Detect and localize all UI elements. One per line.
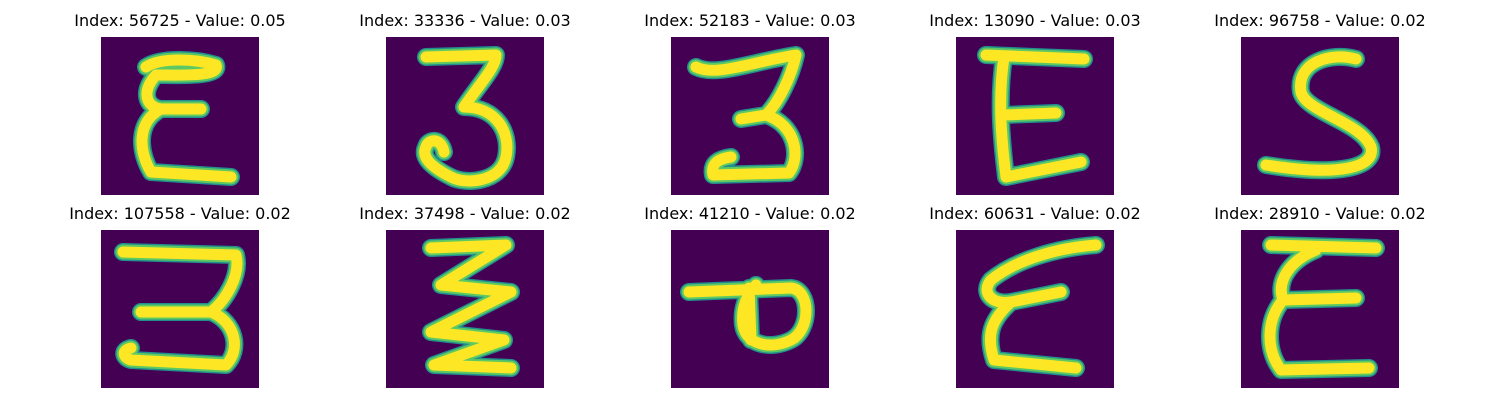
sample-image [956,37,1114,195]
glyph-three [415,46,516,190]
sample-image [956,230,1114,388]
sample-title: Index: 33336 - Value: 0.03 [359,11,571,30]
sample-image [1241,230,1399,388]
sample-title: Index: 41210 - Value: 0.02 [644,204,856,223]
sample-image [101,37,259,195]
glyph-three-wide [114,243,246,374]
sample-panel: Index: 96758 - Value: 0.02 [1175,9,1465,199]
sample-panel: Index: 60631 - Value: 0.02 [890,202,1180,392]
sample-title: Index: 52183 - Value: 0.03 [644,11,856,30]
sample-image [386,37,544,195]
sample-panel: Index: 52183 - Value: 0.03 [605,9,895,199]
glyph-zigzag [422,236,520,377]
sample-image [671,230,829,388]
sample-panel: Index: 41210 - Value: 0.02 [605,202,895,392]
sample-panel: Index: 28910 - Value: 0.02 [1175,202,1465,392]
sample-title: Index: 37498 - Value: 0.02 [359,204,571,223]
glyph-epsilon-rounded [133,51,240,186]
sample-panel: Index: 107558 - Value: 0.02 [35,202,325,392]
sample-panel: Index: 13090 - Value: 0.03 [890,9,1180,199]
glyph-epsilon-slanted [978,236,1105,377]
glyph-rotated-p [680,276,815,354]
sample-image [386,230,544,388]
sample-title: Index: 60631 - Value: 0.02 [929,204,1141,223]
glyph-five-s [1257,47,1381,180]
sample-title: Index: 107558 - Value: 0.02 [69,204,291,223]
sample-image [1241,37,1399,195]
sample-title: Index: 13090 - Value: 0.03 [929,11,1141,30]
sample-panel: Index: 33336 - Value: 0.03 [320,9,610,199]
glyph-three-flat-top [687,46,805,184]
sample-image [671,37,829,195]
sample-title: Index: 96758 - Value: 0.02 [1214,11,1426,30]
sample-title: Index: 56725 - Value: 0.05 [74,11,286,30]
glyph-epsilon-thin [1261,236,1385,379]
sample-title: Index: 28910 - Value: 0.02 [1214,204,1426,223]
sample-panel: Index: 56725 - Value: 0.05 [35,9,325,199]
sample-image [101,230,259,388]
sample-panel: Index: 37498 - Value: 0.02 [320,202,610,392]
glyph-letter-e [977,46,1093,186]
